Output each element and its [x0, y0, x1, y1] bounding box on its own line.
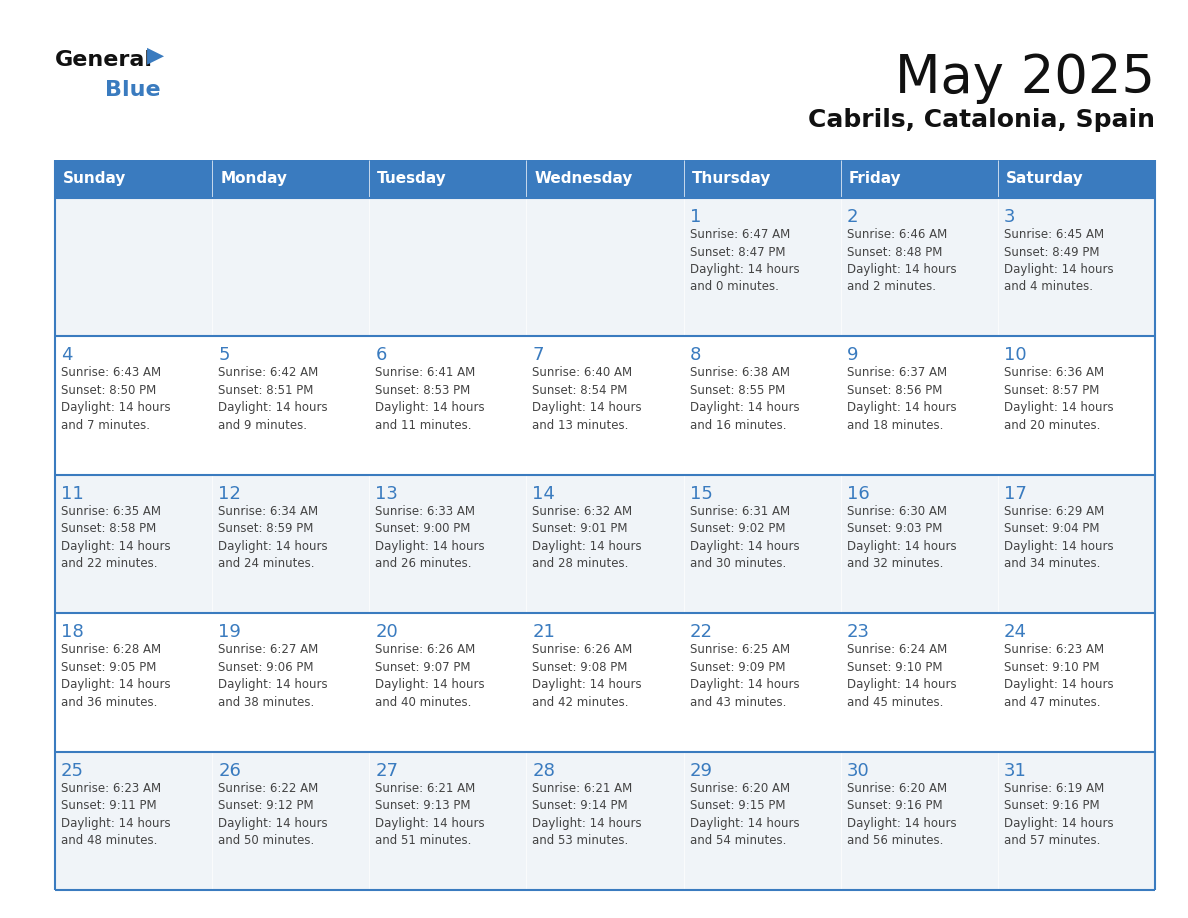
Text: 3: 3	[1004, 208, 1016, 226]
Text: 19: 19	[219, 623, 241, 641]
Text: Sunrise: 6:43 AM
Sunset: 8:50 PM
Daylight: 14 hours
and 7 minutes.: Sunrise: 6:43 AM Sunset: 8:50 PM Dayligh…	[61, 366, 171, 431]
Text: 20: 20	[375, 623, 398, 641]
Text: 8: 8	[689, 346, 701, 364]
Text: Sunrise: 6:31 AM
Sunset: 9:02 PM
Daylight: 14 hours
and 30 minutes.: Sunrise: 6:31 AM Sunset: 9:02 PM Dayligh…	[689, 505, 800, 570]
Bar	[55, 613, 1155, 752]
Text: 30: 30	[847, 762, 870, 779]
Text: Sunrise: 6:29 AM
Sunset: 9:04 PM
Daylight: 14 hours
and 34 minutes.: Sunrise: 6:29 AM Sunset: 9:04 PM Dayligh…	[1004, 505, 1113, 570]
Text: 17: 17	[1004, 485, 1026, 503]
Text: Sunrise: 6:21 AM
Sunset: 9:14 PM
Daylight: 14 hours
and 53 minutes.: Sunrise: 6:21 AM Sunset: 9:14 PM Dayligh…	[532, 781, 642, 847]
Text: 11: 11	[61, 485, 83, 503]
Text: Blue: Blue	[105, 80, 160, 100]
Text: Sunrise: 6:20 AM
Sunset: 9:16 PM
Daylight: 14 hours
and 56 minutes.: Sunrise: 6:20 AM Sunset: 9:16 PM Dayligh…	[847, 781, 956, 847]
Text: Monday: Monday	[220, 172, 287, 186]
Text: Sunrise: 6:23 AM
Sunset: 9:11 PM
Daylight: 14 hours
and 48 minutes.: Sunrise: 6:23 AM Sunset: 9:11 PM Dayligh…	[61, 781, 171, 847]
Bar	[55, 752, 1155, 890]
Text: Sunrise: 6:28 AM
Sunset: 9:05 PM
Daylight: 14 hours
and 36 minutes.: Sunrise: 6:28 AM Sunset: 9:05 PM Dayligh…	[61, 644, 171, 709]
Text: 16: 16	[847, 485, 870, 503]
Text: Sunrise: 6:45 AM
Sunset: 8:49 PM
Daylight: 14 hours
and 4 minutes.: Sunrise: 6:45 AM Sunset: 8:49 PM Dayligh…	[1004, 228, 1113, 294]
Text: 7: 7	[532, 346, 544, 364]
Text: Sunrise: 6:26 AM
Sunset: 9:08 PM
Daylight: 14 hours
and 42 minutes.: Sunrise: 6:26 AM Sunset: 9:08 PM Dayligh…	[532, 644, 642, 709]
Text: Wednesday: Wednesday	[535, 172, 633, 186]
Text: Cabrils, Catalonia, Spain: Cabrils, Catalonia, Spain	[808, 108, 1155, 132]
Text: 9: 9	[847, 346, 858, 364]
Text: Sunrise: 6:32 AM
Sunset: 9:01 PM
Daylight: 14 hours
and 28 minutes.: Sunrise: 6:32 AM Sunset: 9:01 PM Dayligh…	[532, 505, 642, 570]
Text: 15: 15	[689, 485, 713, 503]
Text: Sunday: Sunday	[63, 172, 126, 186]
Text: Sunrise: 6:41 AM
Sunset: 8:53 PM
Daylight: 14 hours
and 11 minutes.: Sunrise: 6:41 AM Sunset: 8:53 PM Dayligh…	[375, 366, 485, 431]
Text: Thursday: Thursday	[691, 172, 771, 186]
Text: Sunrise: 6:35 AM
Sunset: 8:58 PM
Daylight: 14 hours
and 22 minutes.: Sunrise: 6:35 AM Sunset: 8:58 PM Dayligh…	[61, 505, 171, 570]
Text: May 2025: May 2025	[895, 52, 1155, 104]
Text: Sunrise: 6:37 AM
Sunset: 8:56 PM
Daylight: 14 hours
and 18 minutes.: Sunrise: 6:37 AM Sunset: 8:56 PM Dayligh…	[847, 366, 956, 431]
Text: 14: 14	[532, 485, 555, 503]
Text: Sunrise: 6:24 AM
Sunset: 9:10 PM
Daylight: 14 hours
and 45 minutes.: Sunrise: 6:24 AM Sunset: 9:10 PM Dayligh…	[847, 644, 956, 709]
Text: Sunrise: 6:36 AM
Sunset: 8:57 PM
Daylight: 14 hours
and 20 minutes.: Sunrise: 6:36 AM Sunset: 8:57 PM Dayligh…	[1004, 366, 1113, 431]
Text: Tuesday: Tuesday	[378, 172, 447, 186]
Text: Sunrise: 6:27 AM
Sunset: 9:06 PM
Daylight: 14 hours
and 38 minutes.: Sunrise: 6:27 AM Sunset: 9:06 PM Dayligh…	[219, 644, 328, 709]
Text: 31: 31	[1004, 762, 1026, 779]
Text: 6: 6	[375, 346, 386, 364]
Text: 2: 2	[847, 208, 858, 226]
Text: 27: 27	[375, 762, 398, 779]
Text: Sunrise: 6:25 AM
Sunset: 9:09 PM
Daylight: 14 hours
and 43 minutes.: Sunrise: 6:25 AM Sunset: 9:09 PM Dayligh…	[689, 644, 800, 709]
Text: 1: 1	[689, 208, 701, 226]
Text: Sunrise: 6:23 AM
Sunset: 9:10 PM
Daylight: 14 hours
and 47 minutes.: Sunrise: 6:23 AM Sunset: 9:10 PM Dayligh…	[1004, 644, 1113, 709]
Text: 18: 18	[61, 623, 83, 641]
Text: 13: 13	[375, 485, 398, 503]
Text: Sunrise: 6:30 AM
Sunset: 9:03 PM
Daylight: 14 hours
and 32 minutes.: Sunrise: 6:30 AM Sunset: 9:03 PM Dayligh…	[847, 505, 956, 570]
Text: Friday: Friday	[848, 172, 902, 186]
Text: Sunrise: 6:38 AM
Sunset: 8:55 PM
Daylight: 14 hours
and 16 minutes.: Sunrise: 6:38 AM Sunset: 8:55 PM Dayligh…	[689, 366, 800, 431]
Text: 25: 25	[61, 762, 84, 779]
Text: Sunrise: 6:47 AM
Sunset: 8:47 PM
Daylight: 14 hours
and 0 minutes.: Sunrise: 6:47 AM Sunset: 8:47 PM Dayligh…	[689, 228, 800, 294]
Text: Sunrise: 6:26 AM
Sunset: 9:07 PM
Daylight: 14 hours
and 40 minutes.: Sunrise: 6:26 AM Sunset: 9:07 PM Dayligh…	[375, 644, 485, 709]
Text: 22: 22	[689, 623, 713, 641]
Text: Sunrise: 6:46 AM
Sunset: 8:48 PM
Daylight: 14 hours
and 2 minutes.: Sunrise: 6:46 AM Sunset: 8:48 PM Dayligh…	[847, 228, 956, 294]
Bar	[55, 336, 1155, 475]
Text: 12: 12	[219, 485, 241, 503]
Text: 28: 28	[532, 762, 555, 779]
Text: Sunrise: 6:19 AM
Sunset: 9:16 PM
Daylight: 14 hours
and 57 minutes.: Sunrise: 6:19 AM Sunset: 9:16 PM Dayligh…	[1004, 781, 1113, 847]
Text: 21: 21	[532, 623, 555, 641]
Bar	[55, 475, 1155, 613]
Text: Sunrise: 6:42 AM
Sunset: 8:51 PM
Daylight: 14 hours
and 9 minutes.: Sunrise: 6:42 AM Sunset: 8:51 PM Dayligh…	[219, 366, 328, 431]
Bar	[55, 160, 1155, 198]
Text: 10: 10	[1004, 346, 1026, 364]
Text: 5: 5	[219, 346, 229, 364]
Text: 26: 26	[219, 762, 241, 779]
Text: 24: 24	[1004, 623, 1026, 641]
Text: General: General	[55, 50, 153, 70]
Text: 23: 23	[847, 623, 870, 641]
Text: 29: 29	[689, 762, 713, 779]
Text: Sunrise: 6:22 AM
Sunset: 9:12 PM
Daylight: 14 hours
and 50 minutes.: Sunrise: 6:22 AM Sunset: 9:12 PM Dayligh…	[219, 781, 328, 847]
Bar	[55, 198, 1155, 336]
Text: ▶: ▶	[147, 45, 164, 65]
Text: Sunrise: 6:34 AM
Sunset: 8:59 PM
Daylight: 14 hours
and 24 minutes.: Sunrise: 6:34 AM Sunset: 8:59 PM Dayligh…	[219, 505, 328, 570]
Text: Sunrise: 6:21 AM
Sunset: 9:13 PM
Daylight: 14 hours
and 51 minutes.: Sunrise: 6:21 AM Sunset: 9:13 PM Dayligh…	[375, 781, 485, 847]
Text: Sunrise: 6:20 AM
Sunset: 9:15 PM
Daylight: 14 hours
and 54 minutes.: Sunrise: 6:20 AM Sunset: 9:15 PM Dayligh…	[689, 781, 800, 847]
Text: Sunrise: 6:40 AM
Sunset: 8:54 PM
Daylight: 14 hours
and 13 minutes.: Sunrise: 6:40 AM Sunset: 8:54 PM Dayligh…	[532, 366, 642, 431]
Text: 4: 4	[61, 346, 72, 364]
Text: Sunrise: 6:33 AM
Sunset: 9:00 PM
Daylight: 14 hours
and 26 minutes.: Sunrise: 6:33 AM Sunset: 9:00 PM Dayligh…	[375, 505, 485, 570]
Text: Saturday: Saturday	[1006, 172, 1083, 186]
